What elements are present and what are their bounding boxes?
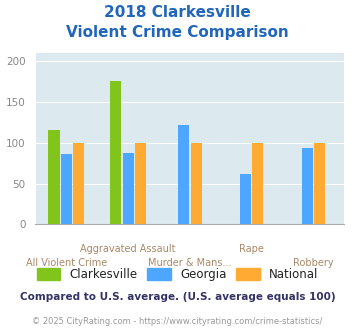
Bar (61, 154, 72, 224)
Bar (314, 143, 325, 224)
Text: Murder & Mans...: Murder & Mans... (148, 258, 232, 268)
Bar (191, 143, 202, 224)
Text: Rape: Rape (239, 244, 264, 254)
Text: Compared to U.S. average. (U.S. average equals 100): Compared to U.S. average. (U.S. average … (20, 292, 335, 302)
Text: 2018 Clarkesville: 2018 Clarkesville (104, 5, 251, 20)
Bar (110, 81, 121, 224)
Bar (122, 153, 134, 224)
Text: © 2025 CityRating.com - https://www.cityrating.com/crime-statistics/: © 2025 CityRating.com - https://www.city… (32, 317, 323, 326)
Text: Violent Crime Comparison: Violent Crime Comparison (66, 25, 289, 40)
Bar (49, 130, 60, 224)
Legend: Clarkesville, Georgia, National: Clarkesville, Georgia, National (32, 263, 323, 286)
Bar (302, 148, 313, 224)
Text: Aggravated Assault: Aggravated Assault (80, 244, 176, 254)
Bar (135, 143, 146, 224)
Text: Robbery: Robbery (293, 258, 334, 268)
Bar (73, 143, 84, 224)
Bar (178, 125, 189, 224)
Bar (252, 143, 263, 224)
Text: All Violent Crime: All Violent Crime (26, 258, 107, 268)
Bar (240, 174, 251, 224)
